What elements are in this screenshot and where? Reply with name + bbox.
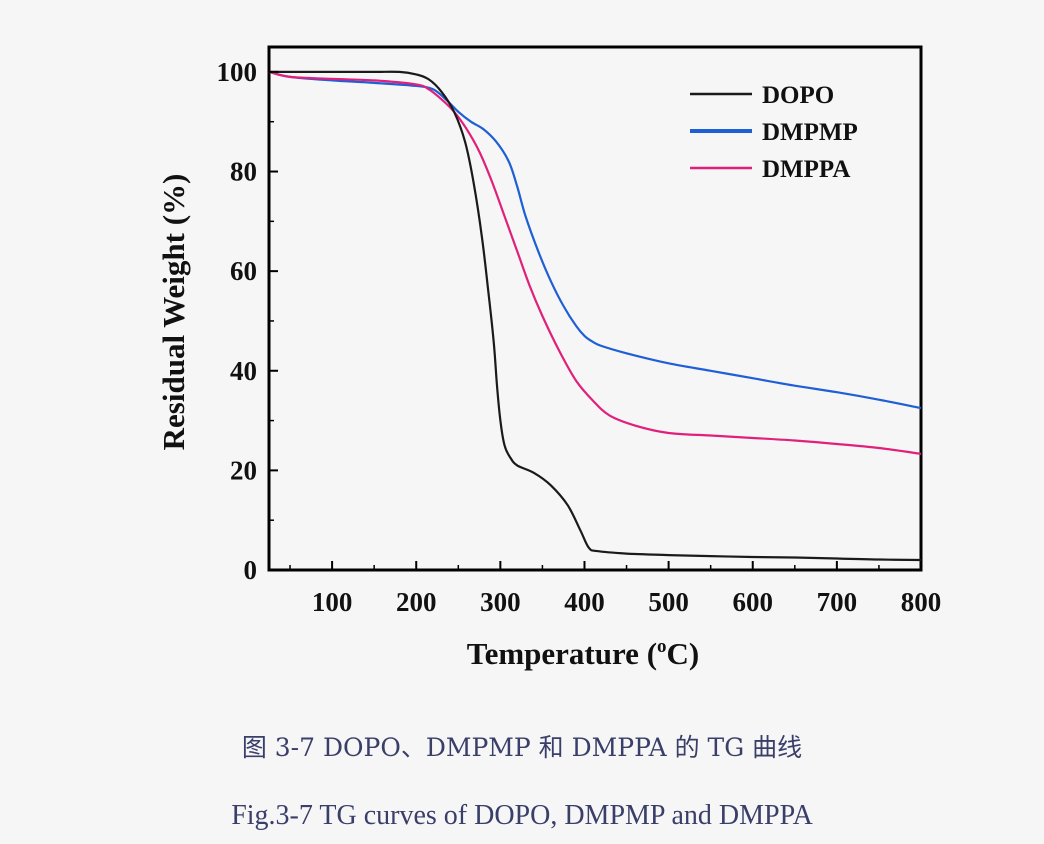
legend-label-dmpmp: DMPMP: [762, 119, 858, 146]
x-tick-label: 300: [480, 587, 521, 617]
x-tick-label: 800: [901, 587, 942, 617]
x-tick-label: 100: [312, 587, 353, 617]
y-tick-label: 40: [230, 356, 257, 386]
y-axis-title: Residual Weight (%): [156, 174, 191, 451]
tg-chart: 100 200 300 400 500 600 700 800 0 20 40 60 80 100 DOP…: [156, 45, 942, 671]
series-line-dmppa: [268, 70, 922, 455]
x-tick-label: 600: [732, 587, 773, 617]
x-tick-label: 500: [648, 587, 689, 617]
curves: [268, 70, 922, 562]
x-axis-title: Temperature (oC): [467, 636, 700, 671]
x-tick-label: 700: [817, 587, 858, 617]
y-tick-label: 20: [230, 455, 257, 485]
axis-ticks: 100 200 300 400 500 600 700 800 0 20 40 60 80 100: [217, 57, 942, 617]
legend-label-dopo: DOPO: [762, 82, 834, 109]
legend-label-dmppa: DMPPA: [762, 156, 850, 183]
y-tick-label: 100: [217, 57, 258, 87]
x-tick-label: 400: [564, 587, 605, 617]
y-tick-label: 80: [230, 157, 257, 187]
y-tick-label: 0: [244, 555, 258, 585]
y-tick-label: 60: [230, 256, 257, 286]
series-line-dmpmp: [268, 70, 922, 410]
caption-english: Fig.3-7 TG curves of DOPO, DMPMP and DMP…: [231, 800, 813, 831]
plot-frame: [267, 45, 923, 572]
plot-area: [267, 45, 923, 572]
x-tick-label: 200: [396, 587, 437, 617]
series-line-dopo: [269, 70, 922, 562]
legend: DOPO DMPMP DMPPA: [690, 82, 858, 183]
caption-chinese: 图 3-7 DOPO、DMPMP 和 DMPPA 的 TG 曲线: [241, 733, 803, 762]
